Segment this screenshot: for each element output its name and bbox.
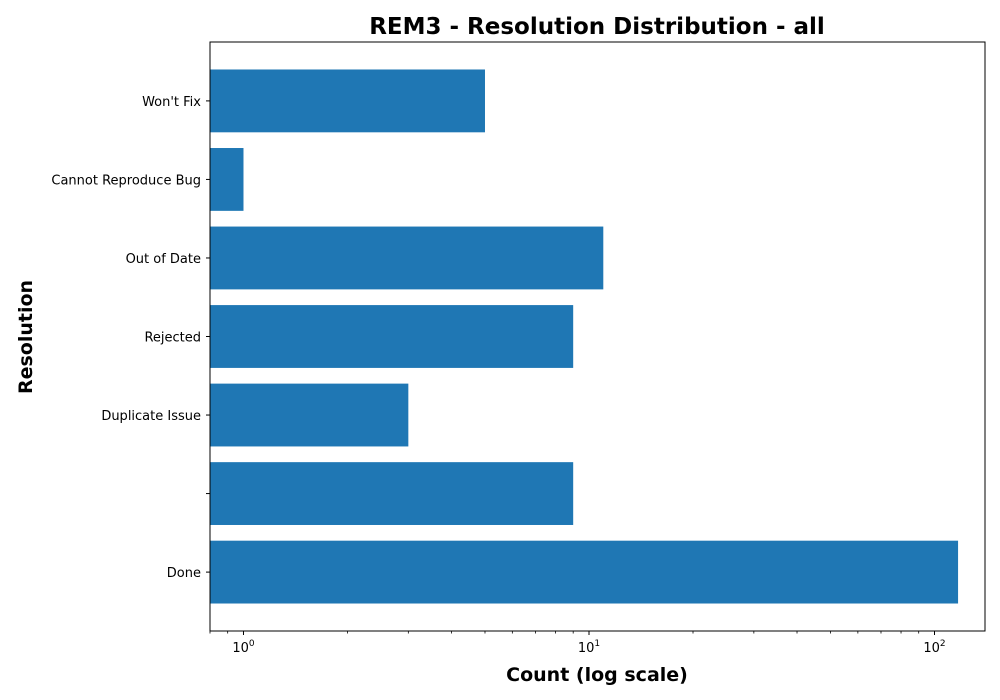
bar-out-of-date bbox=[210, 226, 604, 290]
y-tick-label: Out of Date bbox=[126, 252, 201, 267]
y-tick-label: Done bbox=[167, 566, 201, 581]
x-tick-label: 102 bbox=[923, 639, 945, 656]
x-tick-label: 100 bbox=[232, 639, 255, 656]
y-tick-label: Won't Fix bbox=[142, 95, 201, 110]
y-tick-label: Duplicate Issue bbox=[101, 409, 201, 424]
bar-duplicate-issue bbox=[210, 383, 409, 447]
bar-won-t-fix bbox=[210, 69, 485, 133]
bar-blank bbox=[210, 462, 574, 525]
bar-rejected bbox=[210, 305, 574, 368]
x-axis-ticks: 100 101 102 bbox=[209, 631, 946, 656]
y-axis-label: Resolution bbox=[15, 280, 37, 394]
chart-title: REM3 - Resolution Distribution - all bbox=[369, 14, 825, 40]
x-tick-label: 101 bbox=[578, 639, 600, 656]
plot-frame bbox=[209, 41, 986, 632]
bar-cannot-reproduce-bug bbox=[210, 148, 244, 211]
y-axis-ticks: Done Duplicate Issue Rejected Out of Date Ca… bbox=[51, 95, 210, 581]
y-tick-label: Cannot Reproduce Bug bbox=[51, 173, 201, 188]
y-tick-label: Rejected bbox=[144, 331, 201, 346]
bar-done bbox=[210, 540, 959, 604]
bars-group bbox=[210, 69, 959, 604]
x-axis-label: Count (log scale) bbox=[506, 664, 688, 686]
